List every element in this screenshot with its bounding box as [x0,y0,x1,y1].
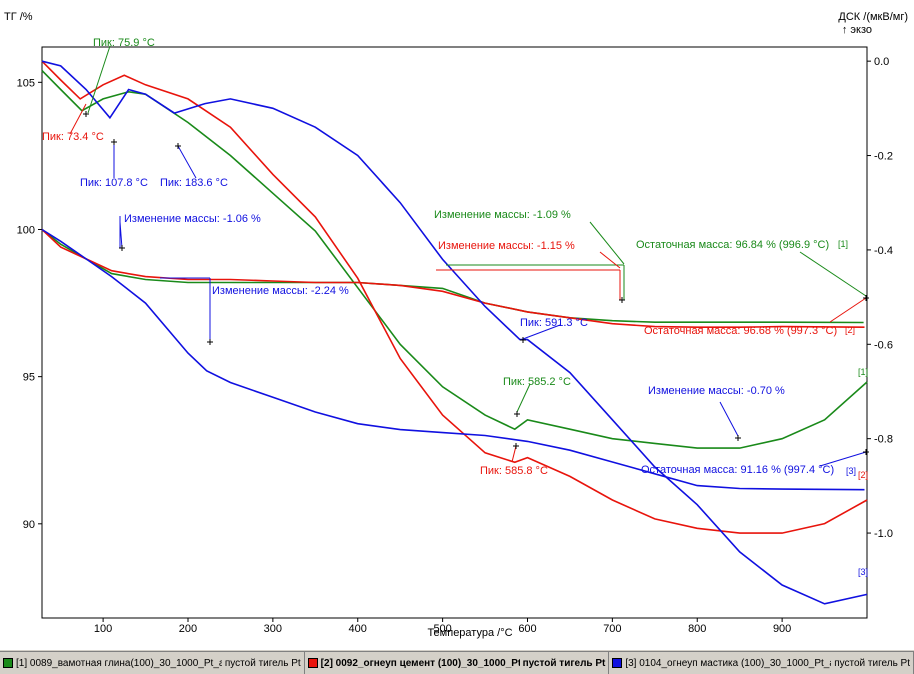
y-left-tick-label-95: 95 [23,372,35,384]
annotation-mass-r-115: Изменение массы: -1.15 % [438,240,575,252]
annotation-leader-1 [69,103,87,135]
annotation-tag-1b: [1] [858,367,868,377]
annotation-peak-b-184: Пик: 183.6 °C [160,177,228,189]
annotation-tag-3a: [3] [846,466,856,476]
annotation-leader-12 [589,221,625,265]
status-tab-2[interactable]: [2] 0092_огнеуп цемент (100)_30_1000_Pt_… [305,652,610,674]
series-2-dsc-line [41,60,868,534]
series-3-dsc-line [41,60,868,605]
annotation-mass-g-109: Изменение массы: -1.09 % [434,209,571,221]
y-right-tick-label-2: -0.4 [874,245,893,257]
status-tab-1-crucible: пустой тигель Pt [224,657,301,669]
y-right-tick-label-1: -0.2 [874,151,893,163]
series-2-swatch-icon [307,658,318,668]
peak-marker-5 [520,337,526,343]
series-3-swatch-icon [612,658,623,668]
status-tab-3-label: [3] 0104_огнеуп мастика (100)_30_1000_Pt… [625,657,831,669]
peak-marker-4 [207,339,213,345]
status-tab-3-crucible: пустой тигель Pt [834,657,911,669]
annotation-res-r: Остаточная масса: 96.68 % (997.3 °C) [644,325,837,337]
y-right-tick-label-4: -0.8 [874,434,893,446]
peak-marker-7 [513,443,519,449]
annotation-leader-13 [599,251,621,269]
status-tab-1[interactable]: [1] 0089_вамотная глина(100)_30_1000_Pt_… [0,652,305,674]
x-tick-label-400: 400 [349,623,367,635]
series-1-dsc-line [41,70,868,449]
annotation-res-g: Остаточная масса: 96.84 % (996.9 °C) [636,239,829,251]
x-tick-label-500: 500 [433,623,451,635]
annotation-leader-14 [799,251,867,297]
status-tab-1-label: [1] 0089_вамотная глина(100)_30_1000_Pt_… [16,657,222,669]
y-left-tick-label-90: 90 [23,519,35,531]
tg-dsc-chart[interactable]: 100 200 300 400 500 600 700 800 900 90 95 100 105 0.0… [0,0,914,650]
x-tick-label-800: 800 [688,623,706,635]
peak-marker-8 [619,297,625,303]
annotation-leader-18 [511,445,517,463]
peak-marker-11 [863,449,869,455]
chart-frame: 100 200 300 400 500 600 700 800 900 90 95 100 105 0.0… [0,0,914,650]
annotation-mass-b-106: Изменение массы: -1.06 % [124,213,261,225]
y-left-tick-label-105: 105 [17,77,35,89]
annotation-tag-3b: [3] [858,567,868,577]
series-2-tg-line [41,228,865,328]
annotation-mass-b-224: Изменение массы: -2.24 % [212,285,349,297]
y-left-axis-label: ТГ /% [4,11,33,23]
y-right-axis-label: ДСК /(мкВ/мг) [838,11,908,23]
status-tab-2-label: [2] 0092_огнеуп цемент (100)_30_1000_Pt_… [320,657,520,669]
peak-marker-0 [83,111,89,117]
annotation-peak-r-73: Пик: 73.4 °C [42,131,104,143]
x-tick-label-100: 100 [94,623,112,635]
annotation-tag-2a: [2] [845,325,855,335]
annotation-mass-b-070: Изменение массы: -0.70 % [648,385,785,397]
status-tab-3[interactable]: [3] 0104_огнеуп мастика (100)_30_1000_Pt… [609,652,914,674]
y-right-tick-label-5: -1.0 [874,528,893,540]
annotation-tag-2b: [2] [858,470,868,480]
x-tick-label-300: 300 [264,623,282,635]
annotation-leader-16 [522,324,561,340]
x-tick-label-700: 700 [603,623,621,635]
peak-marker-6 [514,411,520,417]
annotation-leader-15 [829,297,867,323]
annotation-peak-r-586: Пик: 585.8 °C [480,465,548,477]
x-tick-label-900: 900 [773,623,791,635]
annotation-peak-g-585: Пик: 585.2 °C [503,376,571,388]
annotation-res-b: Остаточная масса: 91.16 % (997.4 °C) [641,464,834,476]
annotation-leader-20 [819,451,867,467]
annotation-peak-b-108: Пик: 107.8 °C [80,177,148,189]
plot-area [41,46,868,619]
annotation-tag-1a: [1] [838,239,848,249]
y-right-tick-label-3: -0.6 [874,339,893,351]
x-tick-label-600: 600 [518,623,536,635]
series-3-tg-line [41,228,865,491]
peak-marker-9 [735,435,741,441]
x-tick-label-200: 200 [179,623,197,635]
x-axis-label: Температура /°C [427,627,512,639]
annotation-leader-17 [516,383,531,413]
annotation-leader-19 [719,401,739,437]
y-right-axis-sublabel: ↑ экзо [842,24,872,36]
annotation-peak-g-76: Пик: 75.9 °C [93,37,155,49]
status-bar: [1] 0089_вамотная глина(100)_30_1000_Pt_… [0,651,914,674]
y-left-tick-label-100: 100 [17,224,35,236]
annotation-leader-3 [177,145,197,179]
status-tab-2-crucible: пустой тигель Pt [522,657,606,669]
annotation-peak-b-591: Пик: 591.3 °C [520,317,588,329]
peak-marker-3 [119,245,125,251]
peak-marker-2 [175,143,181,149]
peak-marker-1 [111,139,117,145]
peak-marker-10 [863,295,869,301]
series-1-swatch-icon [3,658,13,668]
annotation-leader-0 [87,45,111,114]
y-right-tick-label-0: 0.0 [874,56,889,68]
